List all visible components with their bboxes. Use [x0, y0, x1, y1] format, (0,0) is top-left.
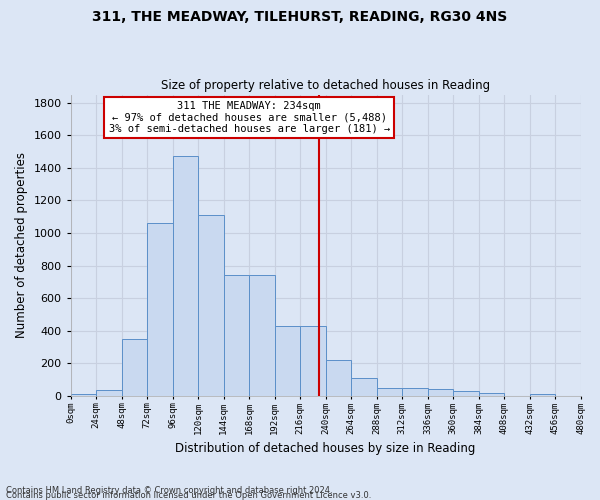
Bar — [71, 394, 96, 396]
Bar — [96, 390, 122, 396]
Bar — [479, 392, 504, 396]
Bar — [122, 339, 147, 396]
Bar — [173, 156, 198, 396]
Bar — [198, 215, 224, 396]
Bar — [249, 274, 275, 396]
Text: Contains public sector information licensed under the Open Government Licence v3: Contains public sector information licen… — [6, 490, 371, 500]
Bar — [275, 326, 300, 396]
Bar — [402, 388, 428, 396]
Text: 311 THE MEADWAY: 234sqm
← 97% of detached houses are smaller (5,488)
3% of semi-: 311 THE MEADWAY: 234sqm ← 97% of detache… — [109, 101, 390, 134]
Title: Size of property relative to detached houses in Reading: Size of property relative to detached ho… — [161, 79, 490, 92]
Bar — [428, 390, 453, 396]
Bar — [326, 360, 351, 396]
X-axis label: Distribution of detached houses by size in Reading: Distribution of detached houses by size … — [175, 442, 476, 455]
Text: Contains HM Land Registry data © Crown copyright and database right 2024.: Contains HM Land Registry data © Crown c… — [6, 486, 332, 495]
Y-axis label: Number of detached properties: Number of detached properties — [15, 152, 28, 338]
Bar — [530, 394, 555, 396]
Bar — [224, 274, 249, 396]
Bar — [351, 378, 377, 396]
Bar — [300, 326, 326, 396]
Bar — [147, 223, 173, 396]
Bar — [453, 391, 479, 396]
Bar — [377, 388, 402, 396]
Text: 311, THE MEADWAY, TILEHURST, READING, RG30 4NS: 311, THE MEADWAY, TILEHURST, READING, RG… — [92, 10, 508, 24]
